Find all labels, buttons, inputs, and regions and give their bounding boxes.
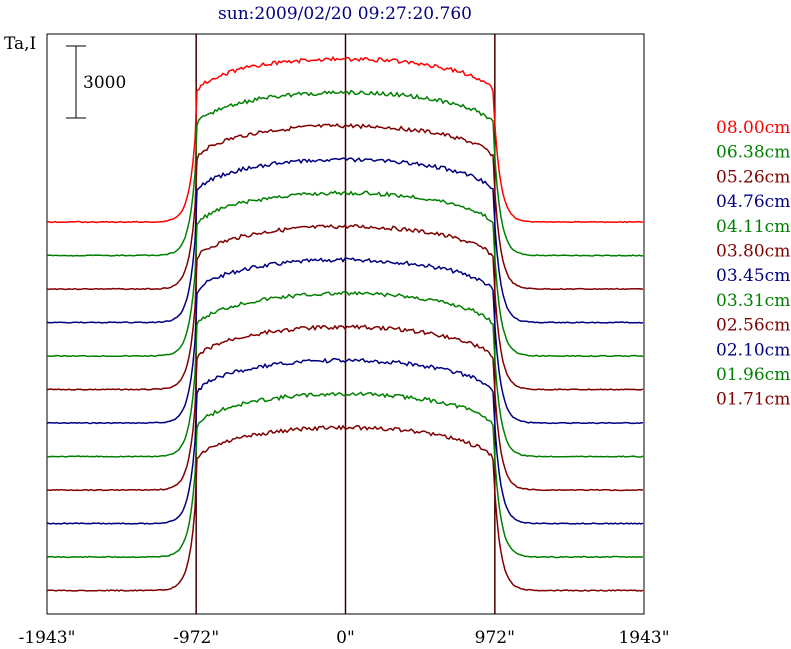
- series-line-03.45cm: [46, 257, 644, 425]
- series-line-02.10cm: [46, 357, 644, 525]
- legend-entry: 03.45cm: [716, 266, 790, 286]
- x-tick-labels: -1943" -972" 0" 972" 1943": [19, 628, 670, 648]
- series-line-04.11cm: [46, 190, 644, 358]
- x-tick-label: 972": [475, 628, 515, 648]
- legend-entry: 01.71cm: [716, 390, 790, 410]
- scale-bar-label: 3000: [83, 73, 126, 93]
- legend-entry: 02.56cm: [716, 316, 790, 336]
- series-line-05.26cm: [46, 123, 644, 291]
- legend: 08.00cm 06.38cm 05.26cm 04.76cm 04.11cm 03.80…: [716, 118, 790, 410]
- x-tick-label: 0": [336, 628, 355, 648]
- legend-entry: 01.96cm: [716, 365, 790, 385]
- legend-entry: 06.38cm: [716, 143, 790, 163]
- series-line-03.80cm: [46, 223, 644, 391]
- x-tick-label: 1943": [618, 628, 669, 648]
- series-line-06.38cm: [46, 89, 644, 257]
- legend-entry: 03.31cm: [716, 291, 790, 311]
- legend-entry: 08.00cm: [716, 118, 790, 138]
- y-axis-label: Ta,I: [4, 34, 36, 54]
- series-group: [46, 55, 644, 592]
- chart-title: sun:2009/02/20 09:27:20.760: [218, 4, 472, 24]
- series-line-01.71cm: [46, 424, 644, 592]
- legend-entry: 02.10cm: [716, 340, 790, 360]
- legend-entry: 03.80cm: [716, 242, 790, 262]
- legend-entry: 04.11cm: [716, 217, 790, 237]
- scale-bar: 3000: [66, 45, 126, 119]
- x-tick-label: -972": [173, 628, 219, 648]
- series-line-01.96cm: [46, 391, 644, 559]
- series-line-03.31cm: [46, 290, 644, 458]
- x-tick-label: -1943": [19, 628, 76, 648]
- series-line-04.76cm: [46, 157, 643, 324]
- vertical-reference-lines: [195, 34, 496, 614]
- legend-entry: 04.76cm: [716, 192, 790, 212]
- legend-entry: 05.26cm: [716, 167, 790, 187]
- series-line-02.56cm: [46, 324, 644, 492]
- series-line-08.00cm: [46, 55, 644, 224]
